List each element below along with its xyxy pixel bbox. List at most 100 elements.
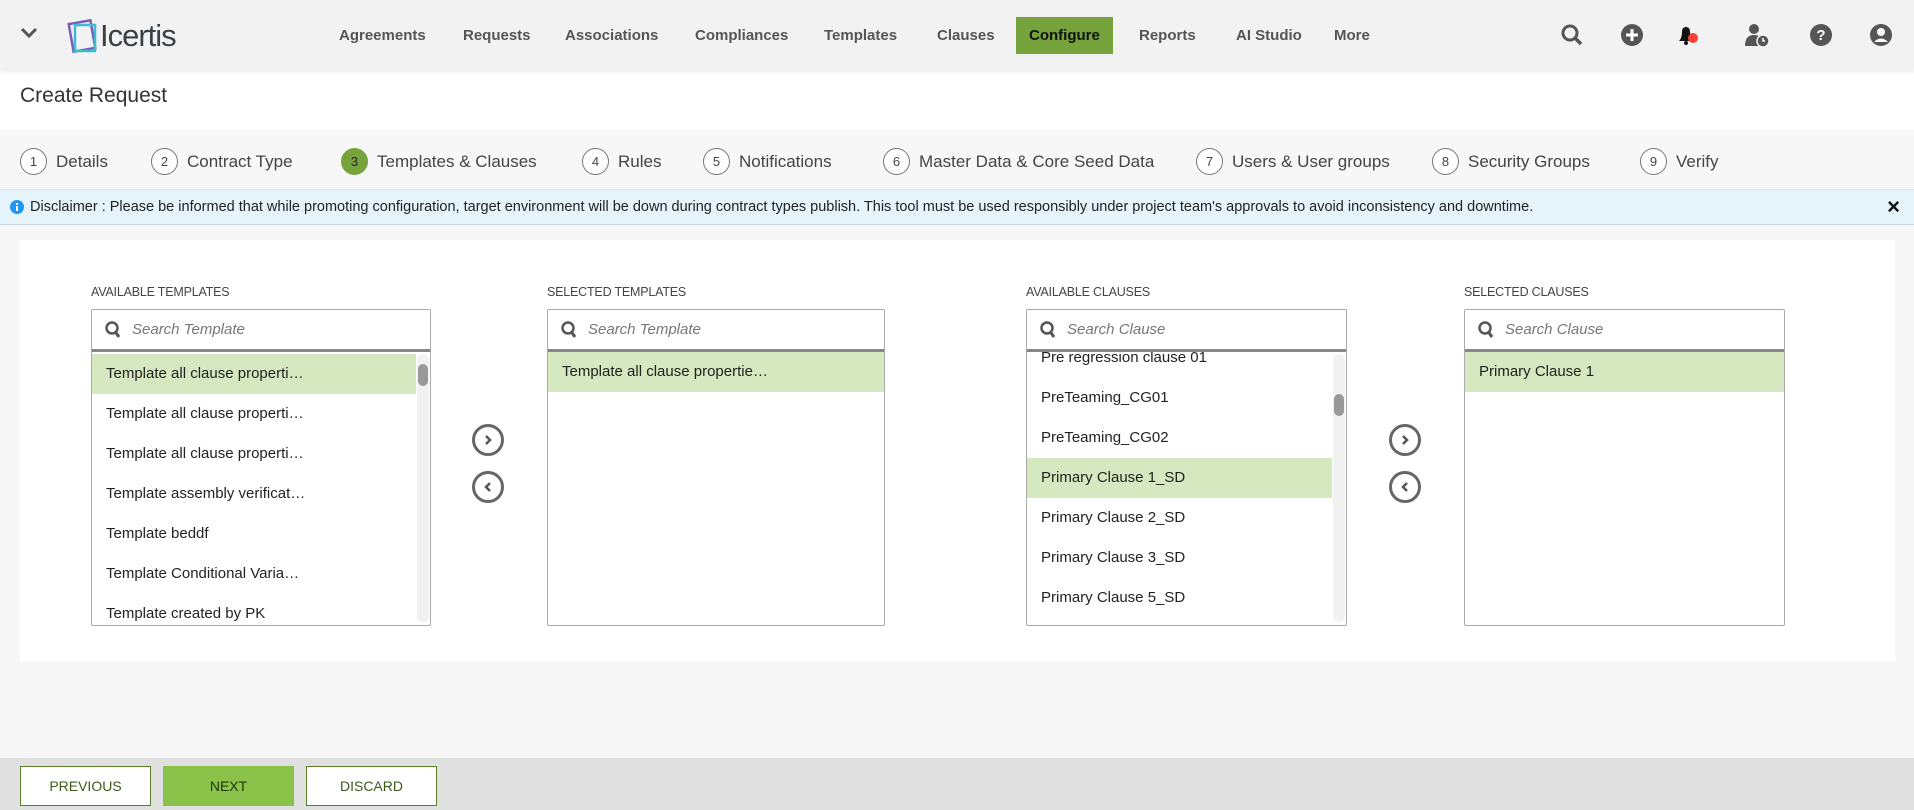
list: Pre regression clause 01 PreTeaming_CG01 P… <box>1027 352 1346 624</box>
nav-requests[interactable]: Requests <box>463 27 531 44</box>
scrollbar-thumb[interactable] <box>1334 394 1344 416</box>
step-label: Security Groups <box>1468 151 1590 171</box>
step-5[interactable]: 5 Notifications <box>703 148 832 175</box>
nav-more[interactable]: More <box>1334 27 1370 44</box>
selected-clauses-listbox: Search Clause Primary Clause 1 <box>1464 309 1785 626</box>
step-7[interactable]: 7 Users & User groups <box>1196 148 1390 175</box>
selected-clauses-search-input[interactable] <box>1503 318 1759 342</box>
list-item[interactable]: Primary Clause 1_SD <box>1027 458 1332 498</box>
chevron-left-icon <box>484 482 491 492</box>
step-label: Users & User groups <box>1232 151 1390 171</box>
step-number: 8 <box>1432 148 1459 175</box>
step-4[interactable]: 4 Rules <box>582 148 661 175</box>
nav-agreements[interactable]: Agreements <box>339 27 426 44</box>
step-1[interactable]: 1 Details <box>20 148 108 175</box>
step-number: 3 <box>341 148 368 175</box>
selected-templates-search-input[interactable] <box>586 318 855 342</box>
svg-text:?: ? <box>1816 27 1825 44</box>
disclaimer-text: Disclaimer : Please be informed that whi… <box>30 199 1534 215</box>
list-item[interactable]: Template beddf <box>106 525 209 542</box>
chevron-right-icon <box>1402 435 1409 445</box>
step-number: 6 <box>883 148 910 175</box>
move-right-clauses-button[interactable] <box>1389 424 1421 456</box>
available-templates-listbox: Search Template Template all clause prope… <box>91 309 431 626</box>
scrollbar-thumb[interactable] <box>418 364 428 386</box>
nav-clauses[interactable]: Clauses <box>937 27 995 44</box>
list-item[interactable]: Primary Clause 5_SD <box>1041 589 1186 606</box>
step-label: Details <box>56 151 108 171</box>
info-icon <box>10 200 24 214</box>
close-disclaimer-button[interactable]: × <box>1887 194 1900 219</box>
search-field: Search Clause <box>1027 310 1346 352</box>
step-label: Templates & Clauses <box>377 151 537 171</box>
page-title: Create Request <box>20 84 168 107</box>
nav-ai-studio[interactable]: AI Studio <box>1236 27 1302 44</box>
scrollbar[interactable] <box>417 354 429 622</box>
chevron-down-icon[interactable] <box>20 26 38 40</box>
list-item[interactable]: Template created by PK <box>106 605 266 622</box>
step-number: 5 <box>703 148 730 175</box>
step-label: Verify <box>1676 151 1719 171</box>
selected-templates-listbox: Search Template Template all clause prope… <box>547 309 885 626</box>
search-icon <box>105 320 121 338</box>
list-item[interactable]: Template all clause properti… <box>92 354 416 394</box>
list-item[interactable]: Primary Clause 3_SD <box>1041 549 1186 566</box>
step-3[interactable]: 3 Templates & Clauses <box>341 148 537 175</box>
chevron-left-icon <box>1401 482 1408 492</box>
available-clauses-label: AVAILABLE CLAUSES <box>1026 285 1150 299</box>
notification-bell-icon[interactable] <box>1674 22 1700 48</box>
search-field: Search Template <box>92 310 430 352</box>
available-templates-search-input[interactable] <box>130 318 401 342</box>
step-number: 4 <box>582 148 609 175</box>
scrollbar[interactable] <box>1333 354 1345 622</box>
step-number: 1 <box>20 148 47 175</box>
top-navigation: Icertis Agreements Requests Associations Co… <box>0 0 1914 70</box>
nav-associations[interactable]: Associations <box>565 27 659 44</box>
list-item[interactable]: Template Conditional Varia… <box>106 565 300 582</box>
wizard-steps <box>0 130 1914 189</box>
list-item[interactable]: Primary Clause 1 <box>1465 352 1784 392</box>
list-item[interactable]: PreTeaming_CG01 <box>1041 389 1169 406</box>
nav-configure[interactable]: Configure <box>1016 17 1113 54</box>
step-number: 2 <box>151 148 178 175</box>
list: Template all clause propertie… <box>548 352 884 624</box>
list-item[interactable]: Pre regression clause 01 <box>1041 352 1207 366</box>
step-6[interactable]: 6 Master Data & Core Seed Data <box>883 148 1154 175</box>
nav-templates[interactable]: Templates <box>824 27 898 44</box>
user-profile-icon[interactable] <box>1868 22 1894 48</box>
step-8[interactable]: 8 Security Groups <box>1432 148 1590 175</box>
list-item[interactable]: Template all clause propertie… <box>548 352 884 392</box>
step-9[interactable]: 9 Verify <box>1640 148 1719 175</box>
search-icon[interactable] <box>1559 22 1585 48</box>
help-icon[interactable]: ? <box>1808 22 1834 48</box>
step-number: 7 <box>1196 148 1223 175</box>
previous-button[interactable]: PREVIOUS <box>20 766 151 806</box>
search-field: Search Clause <box>1465 310 1784 352</box>
chevron-right-icon <box>485 435 492 445</box>
nav-reports[interactable]: Reports <box>1139 27 1196 44</box>
disclaimer-banner: Disclaimer : Please be informed that whi… <box>0 189 1914 225</box>
discard-button[interactable]: DISCARD <box>306 766 437 806</box>
move-left-clauses-button[interactable] <box>1389 471 1421 503</box>
list-item[interactable]: Primary Clause 2_SD <box>1041 509 1186 526</box>
next-button[interactable]: NEXT <box>163 766 294 806</box>
nav-compliances[interactable]: Compliances <box>695 27 789 44</box>
selected-clauses-label: SELECTED CLAUSES <box>1464 285 1589 299</box>
list-item[interactable]: PreTeaming_CG02 <box>1041 429 1169 446</box>
search-icon <box>1478 320 1494 338</box>
step-label: Contract Type <box>187 151 293 171</box>
available-clauses-search-input[interactable] <box>1065 318 1321 342</box>
step-2[interactable]: 2 Contract Type <box>151 148 293 175</box>
list: Primary Clause 1 <box>1465 352 1784 624</box>
search-icon <box>1040 320 1056 338</box>
move-right-templates-button[interactable] <box>472 424 504 456</box>
selected-templates-label: SELECTED TEMPLATES <box>547 285 687 299</box>
list-item[interactable]: Template all clause properti… <box>106 405 304 422</box>
icertis-logo[interactable]: Icertis <box>67 16 187 56</box>
user-clock-icon[interactable] <box>1744 22 1770 48</box>
search-icon <box>561 320 577 338</box>
list-item[interactable]: Template all clause properti… <box>106 445 304 462</box>
list-item[interactable]: Template assembly verificat… <box>106 485 306 502</box>
add-icon[interactable] <box>1619 22 1645 48</box>
move-left-templates-button[interactable] <box>472 471 504 503</box>
